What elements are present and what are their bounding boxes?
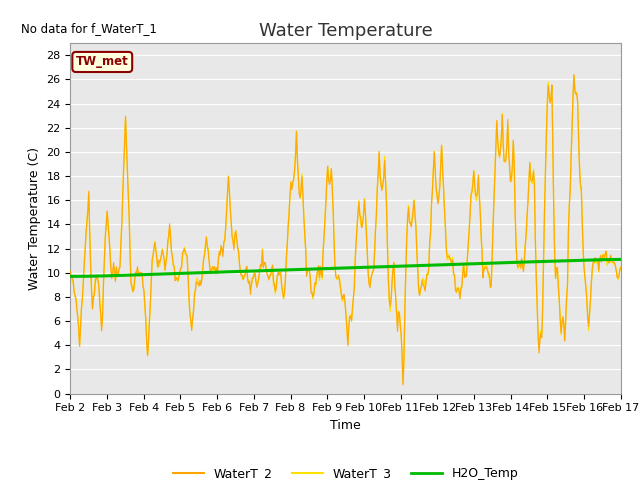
WaterT_3 bbox=[391, 278, 399, 284]
X-axis label: Time: Time bbox=[330, 419, 361, 432]
H2O_Temp bbox=[434, 262, 442, 268]
WaterT_2 bbox=[617, 264, 625, 270]
H2O_Temp bbox=[481, 261, 489, 266]
Text: TW_met: TW_met bbox=[76, 56, 129, 69]
WaterT_2 bbox=[316, 275, 323, 280]
Line: WaterT_3: WaterT_3 bbox=[70, 76, 621, 383]
WaterT_2 bbox=[164, 238, 172, 243]
Title: Water Temperature: Water Temperature bbox=[259, 22, 433, 40]
Line: H2O_Temp: H2O_Temp bbox=[70, 260, 621, 276]
H2O_Temp bbox=[67, 274, 74, 279]
Legend: WaterT_2, WaterT_3, H2O_Temp: WaterT_2, WaterT_3, H2O_Temp bbox=[168, 462, 524, 480]
WaterT_3 bbox=[208, 269, 216, 275]
H2O_Temp bbox=[617, 257, 625, 263]
WaterT_2 bbox=[399, 382, 407, 388]
Line: WaterT_2: WaterT_2 bbox=[70, 74, 621, 385]
WaterT_3 bbox=[482, 265, 490, 271]
WaterT_2 bbox=[208, 265, 216, 271]
WaterT_2 bbox=[435, 193, 443, 199]
H2O_Temp bbox=[164, 271, 172, 276]
Text: No data for f_WaterT_1: No data for f_WaterT_1 bbox=[21, 22, 157, 35]
WaterT_3 bbox=[435, 196, 443, 202]
WaterT_3 bbox=[617, 264, 625, 270]
WaterT_3 bbox=[316, 278, 323, 284]
WaterT_2 bbox=[570, 72, 578, 77]
WaterT_2 bbox=[482, 264, 490, 270]
WaterT_2 bbox=[67, 268, 74, 274]
WaterT_3 bbox=[570, 73, 578, 79]
Y-axis label: Water Temperature (C): Water Temperature (C) bbox=[28, 147, 41, 290]
WaterT_2 bbox=[391, 283, 399, 289]
WaterT_3 bbox=[164, 240, 172, 246]
WaterT_3 bbox=[399, 380, 407, 386]
H2O_Temp bbox=[391, 264, 399, 269]
H2O_Temp bbox=[208, 269, 216, 275]
H2O_Temp bbox=[316, 266, 323, 272]
WaterT_3 bbox=[67, 271, 74, 277]
